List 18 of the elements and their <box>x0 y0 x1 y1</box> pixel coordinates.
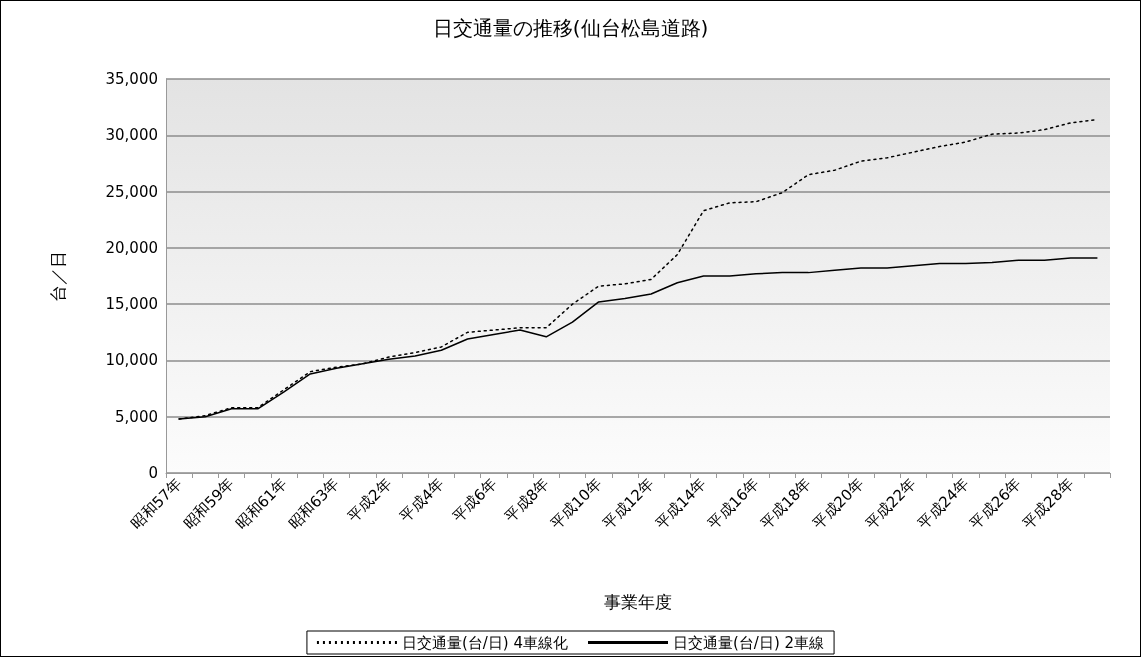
x-tick-label: 平成4年 <box>396 474 448 526</box>
y-tick-label: 25,000 <box>105 182 158 201</box>
y-tick-label: 20,000 <box>105 238 158 257</box>
chart-title: 日交通量の推移(仙台松島道路) <box>432 16 709 40</box>
legend-label: 日交通量(台/日) 4車線化 <box>401 633 569 652</box>
y-tick-label: 0 <box>148 464 158 482</box>
y-tick-label: 15,000 <box>105 295 158 314</box>
legend-label: 日交通量(台/日) 2車線 <box>673 633 825 652</box>
x-axis-title: 事業年度 <box>604 591 672 612</box>
x-tick-label: 平成28年 <box>1018 474 1078 533</box>
y-tick-label: 35,000 <box>105 70 158 88</box>
y-tick-label: 5,000 <box>115 407 158 426</box>
x-tick-label: 平成2年 <box>343 474 396 526</box>
y-tick-label: 30,000 <box>105 126 158 145</box>
x-tick-label: 平成6年 <box>448 474 501 526</box>
y-axis-title: 台／日 <box>47 250 68 302</box>
x-tick-label: 昭和63年 <box>284 474 343 533</box>
y-tick-label: 10,000 <box>105 351 158 370</box>
